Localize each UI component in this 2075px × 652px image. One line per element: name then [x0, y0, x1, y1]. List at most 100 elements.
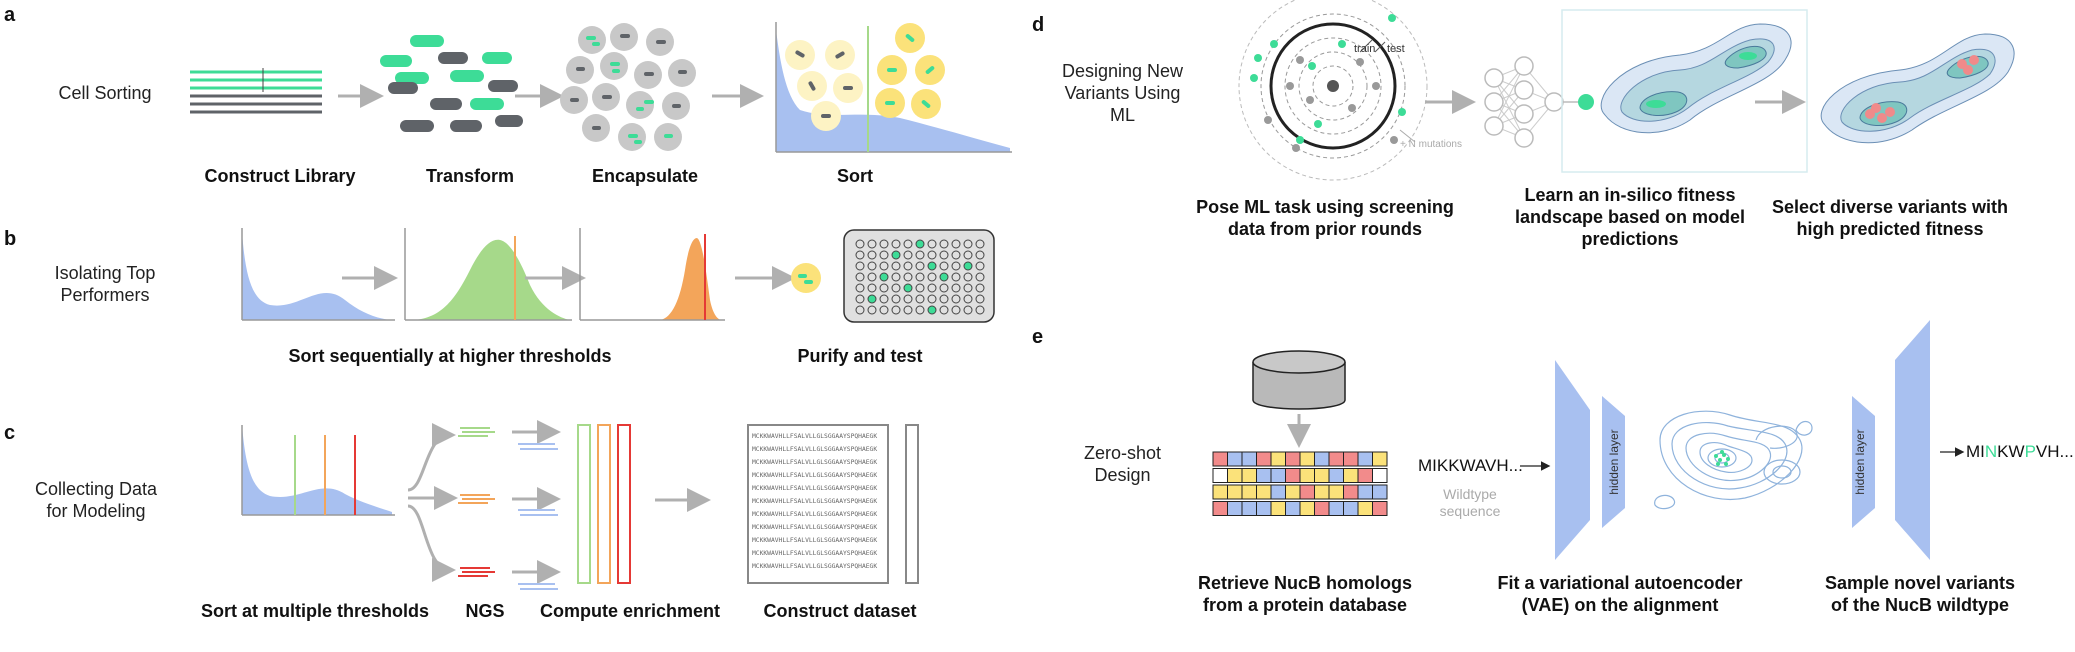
encapsulate-droplets: [560, 23, 696, 151]
well: [855, 261, 865, 271]
msa-cell: [1212, 501, 1228, 516]
well: [951, 250, 961, 260]
step-fit-vae: Fit a variational autoencoder (VAE) on t…: [1497, 573, 1743, 615]
well: [915, 294, 925, 304]
step-sort-multiple: Sort at multiple thresholds: [200, 601, 430, 621]
well: [963, 261, 973, 271]
row-label-isolating: Isolating Top Performers: [54, 263, 156, 305]
well: [879, 239, 889, 249]
well: [915, 239, 925, 249]
dataset-sequences: MCKKWAVHLLFSALVLLGLSGGAAYSPQHAEGK MCKKWAV…: [752, 430, 887, 573]
msa-cell: [1270, 484, 1286, 500]
panel-letter-e: e: [1032, 326, 1044, 348]
construct-library-lines: [190, 68, 322, 114]
msa-cell: [1314, 501, 1330, 516]
dataset-sequence-row: MCKKWAVHLLFSALVLLGLSGGAAYSPQHAEGK: [752, 472, 878, 479]
well: [939, 239, 949, 249]
well: [951, 239, 961, 249]
fitness-landscape: [1561, 9, 1808, 173]
well: [963, 283, 973, 293]
row-label-cell-sorting: Cell Sorting: [58, 83, 152, 103]
step-construct-dataset: Construct dataset: [763, 601, 917, 621]
dataset-sequence-row: MCKKWAVHLLFSALVLLGLSGGAAYSPQHAEGK: [752, 563, 878, 570]
output-seq-part3: VH...: [2035, 442, 2074, 461]
well: [927, 305, 937, 315]
well: [963, 250, 973, 260]
well: [879, 283, 889, 293]
msa-cell: [1256, 484, 1272, 500]
well: [855, 294, 865, 304]
well: [927, 283, 937, 293]
well: [879, 261, 889, 271]
msa-cell: [1299, 484, 1315, 500]
well: [855, 272, 865, 282]
row-label-collecting: Collecting Data for Modeling: [34, 479, 158, 521]
dataset-sequence-row: MCKKWAVHLLFSALVLLGLSGGAAYSPQHAEGK: [752, 433, 878, 440]
well: [855, 283, 865, 293]
well: [915, 283, 925, 293]
database-cylinder: [1252, 350, 1346, 410]
c-arrows-to-enrich: [512, 420, 561, 584]
row-label-zero-shot: Zero-shot Design: [1083, 443, 1162, 485]
dataset-sequence-row: MCKKWAVHLLFSALVLLGLSGGAAYSPQHAEGK: [752, 524, 878, 531]
step-ngs: NGS: [465, 601, 505, 621]
dataset-sequence-row: MCKKWAVHLLFSALVLLGLSGGAAYSPQHAEGK: [752, 537, 878, 544]
well: [939, 283, 949, 293]
msa-cell: [1328, 451, 1344, 467]
well: [891, 239, 901, 249]
well: [867, 283, 877, 293]
vae-decoder: [1852, 320, 1930, 560]
panel-letter-c: c: [4, 422, 16, 444]
msa-cell: [1256, 468, 1272, 483]
step-learn-landscape: Learn an in-silico fitness landscape bas…: [1514, 185, 1746, 249]
well: [975, 261, 985, 271]
step-sample-novel: Sample novel variants of the NucB wildty…: [1824, 573, 2016, 615]
msa-cell: [1256, 501, 1272, 516]
msa-cell: [1241, 501, 1257, 516]
msa-cell: [1241, 484, 1257, 500]
msa-cell: [1227, 451, 1243, 467]
well: [879, 250, 889, 260]
well: [855, 239, 865, 249]
msa-cell: [1314, 451, 1330, 467]
well: [975, 272, 985, 282]
well: [951, 294, 961, 304]
well: [975, 294, 985, 304]
msa-cell: [1299, 501, 1315, 516]
msa-cell: [1343, 484, 1359, 500]
msa-cell: [1270, 451, 1286, 467]
msa-cell: [1328, 501, 1344, 516]
msa-cell: [1285, 501, 1301, 516]
well: [927, 272, 937, 282]
well: [903, 239, 913, 249]
well: [879, 272, 889, 282]
b-dist-orange: [579, 228, 725, 321]
well: [975, 239, 985, 249]
msa-cell: [1314, 484, 1330, 500]
enrichment-bars: [577, 424, 631, 584]
dataset-sequence-row: MCKKWAVHLLFSALVLLGLSGGAAYSPQHAEGK: [752, 485, 878, 492]
well: [855, 250, 865, 260]
msa-cell: [1212, 484, 1228, 500]
msa-cell: [1328, 468, 1344, 483]
well: [915, 272, 925, 282]
well: [927, 294, 937, 304]
row-label-designing: Designing New Variants Using ML: [1061, 61, 1184, 125]
well: [939, 305, 949, 315]
well: [927, 261, 937, 271]
well: [927, 239, 937, 249]
wildtype-label: Wildtype sequence: [1439, 486, 1501, 519]
dataset-sequence-row: MCKKWAVHLLFSALVLLGLSGGAAYSPQHAEGK: [752, 550, 878, 557]
well: [939, 261, 949, 271]
well: [867, 261, 877, 271]
vae-encoder: [1555, 360, 1625, 560]
msa-cell: [1285, 468, 1301, 483]
b-dist-green: [404, 228, 572, 321]
msa-cell: [1372, 501, 1388, 516]
step-compute-enrichment: Compute enrichment: [539, 601, 721, 621]
msa-cell: [1314, 468, 1330, 483]
step-construct-library: Construct Library: [204, 166, 356, 186]
well: [903, 283, 913, 293]
well: [939, 294, 949, 304]
well: [975, 305, 985, 315]
